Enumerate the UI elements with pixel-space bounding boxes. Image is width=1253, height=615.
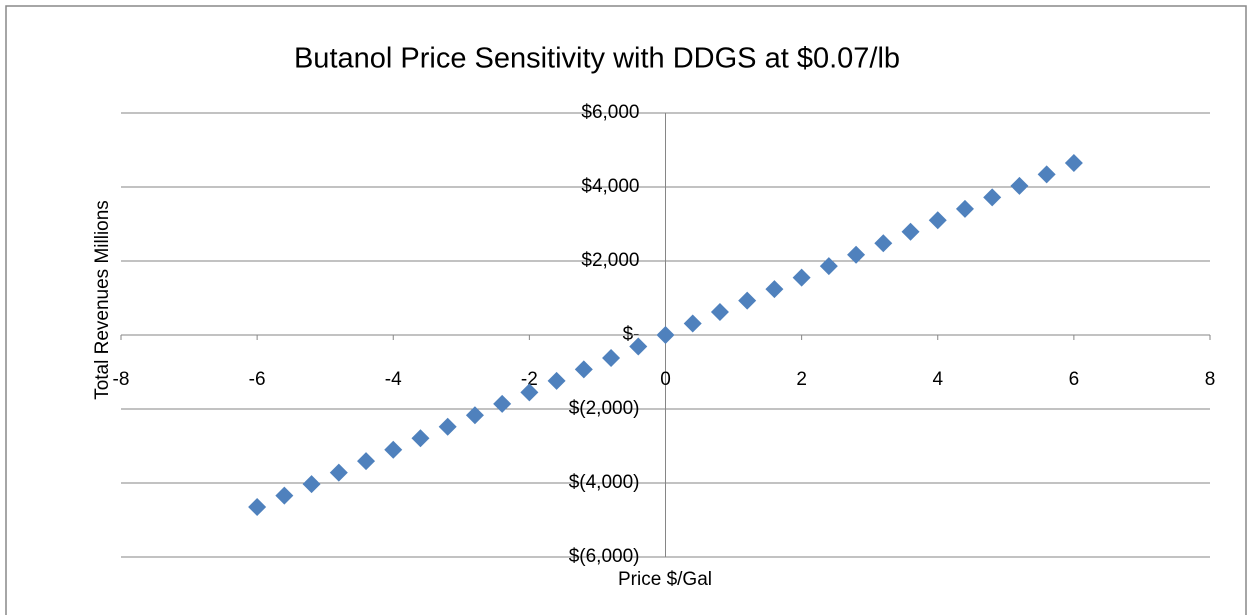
marker [1064,153,1083,172]
marker [411,429,430,448]
marker [248,498,267,517]
marker [357,452,376,471]
x-tick-label: 6 [1069,369,1080,390]
marker [683,314,702,333]
y-tick-label: $6,000 [581,102,639,123]
marker [384,440,403,459]
x-tick-label: 0 [660,369,671,390]
x-axis-title: Price $/Gal [618,569,712,590]
x-tick-label: -4 [385,369,402,390]
marker [574,360,593,379]
marker [955,199,974,218]
marker [493,394,512,413]
marker [629,337,648,356]
x-tick-label: 2 [796,369,807,390]
marker [983,188,1002,207]
x-tick-label: -2 [521,369,538,390]
marker [520,383,539,402]
marker [602,348,621,367]
marker [928,211,947,230]
marker [302,475,321,494]
marker [329,463,348,482]
marker [792,268,811,287]
marker [1010,176,1029,195]
marker [738,291,757,310]
chart-border [5,5,1247,615]
marker [765,280,784,299]
marker [465,406,484,425]
x-tick-label: 8 [1205,369,1216,390]
marker [438,417,457,436]
y-tick-label: $4,000 [581,176,639,197]
marker [275,486,294,505]
x-tick-label: 4 [932,369,943,390]
x-tick-label: -8 [113,369,130,390]
marker [874,234,893,253]
marker [847,245,866,264]
marker [547,371,566,390]
y-tick-label: $(4,000) [569,472,640,493]
y-axis-title: Total Revenues Millions [92,200,113,400]
marker [710,303,729,322]
y-tick-label: $2,000 [581,250,639,271]
marker [819,257,838,276]
y-tick-label: $(2,000) [569,398,640,419]
x-tick-label: -6 [249,369,266,390]
y-tick-label: $(6,000) [569,546,640,567]
chart-title: Butanol Price Sensitivity with DDGS at $… [294,43,900,75]
marker [656,326,675,344]
marker [1037,165,1056,184]
marker [901,222,920,241]
